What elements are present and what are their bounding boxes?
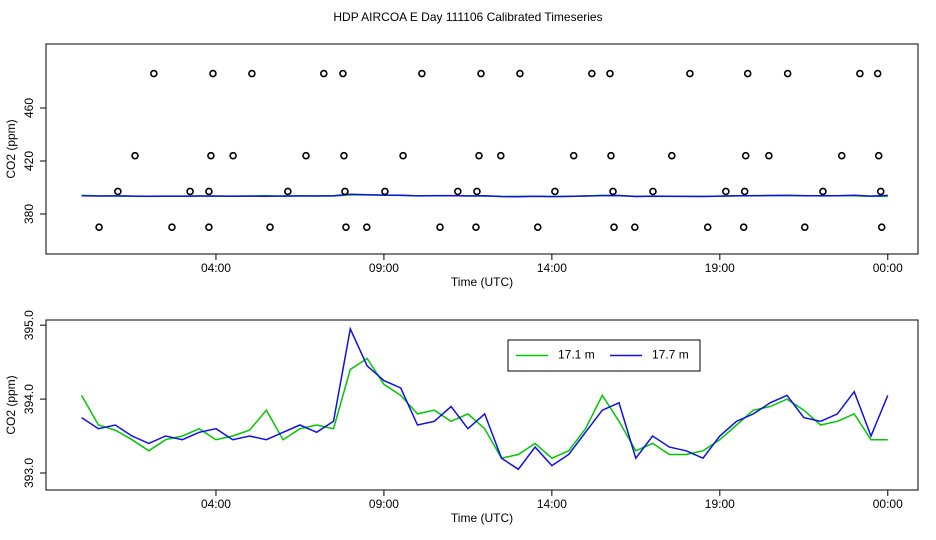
scatter-point — [649, 187, 657, 196]
scatter-point — [667, 151, 676, 160]
scatter-point — [722, 187, 730, 196]
y-tick-label: 380 — [22, 204, 36, 224]
scatter-point — [475, 151, 483, 160]
x-tick-label: 09:00 — [369, 497, 399, 511]
scatter-point — [205, 223, 213, 232]
scatter-point — [874, 151, 883, 160]
scatter-point — [631, 223, 639, 232]
scatter-point — [381, 187, 389, 196]
scatter-point — [340, 151, 348, 160]
scatter-point — [207, 151, 215, 160]
scatter-point — [114, 187, 122, 196]
series-line — [81, 326, 889, 471]
scatter-point — [606, 69, 614, 78]
plot-frame — [45, 43, 919, 255]
x-axis-title: Time (UTC) — [451, 511, 513, 525]
scatter-point — [765, 151, 773, 160]
scatter-point — [610, 223, 618, 232]
scatter-point — [551, 187, 559, 196]
scatter-point — [837, 151, 846, 160]
series-line — [80, 357, 888, 460]
scatter-point — [856, 69, 864, 78]
scatter-point — [569, 151, 578, 160]
x-axis-title: Time (UTC) — [451, 275, 513, 289]
scatter-point — [743, 69, 752, 78]
x-tick-label: 00:00 — [873, 261, 903, 275]
scatter-point — [801, 223, 809, 232]
figure-title: HDP AIRCOA E Day 111106 Calibrated Times… — [333, 10, 602, 24]
y-tick-label: 393.0 — [22, 458, 36, 488]
x-tick-label: 04:00 — [201, 497, 231, 511]
scatter-point — [399, 151, 407, 160]
scatter-point — [609, 187, 617, 196]
scatter-point — [362, 223, 371, 232]
legend-label: 17.7 m — [652, 348, 689, 362]
scatter-point — [205, 187, 213, 196]
x-tick-label: 09:00 — [369, 261, 399, 275]
scatter-point — [472, 223, 480, 232]
scatter-point — [436, 223, 444, 232]
scatter-point — [473, 187, 481, 196]
legend-label: 17.1 m — [558, 348, 595, 362]
scatter-point — [418, 69, 426, 78]
scatter-point — [209, 69, 217, 78]
scatter-point — [229, 151, 237, 160]
x-tick-label: 19:00 — [705, 497, 735, 511]
x-tick-label: 00:00 — [873, 497, 903, 511]
scatter-point — [248, 69, 256, 78]
x-tick-label: 14:00 — [537, 261, 567, 275]
scatter-point — [533, 223, 542, 232]
scatter-point — [339, 69, 347, 78]
legend-box — [507, 339, 701, 372]
scatter-point — [150, 69, 158, 78]
scatter-point — [877, 223, 886, 232]
scatter-point — [319, 69, 328, 78]
y-tick-label: 395.0 — [22, 310, 36, 340]
scatter-point — [741, 151, 750, 160]
scatter-point — [95, 223, 103, 232]
scatter-point — [703, 223, 712, 232]
scatter-point — [497, 151, 505, 160]
scatter-point — [588, 69, 596, 78]
x-tick-label: 14:00 — [537, 497, 567, 511]
scatter-point — [186, 187, 194, 196]
scatter-point — [819, 187, 827, 196]
scatter-point — [740, 187, 749, 196]
scatter-point — [739, 223, 748, 232]
scatter-point — [168, 223, 176, 232]
scatter-point — [454, 187, 462, 196]
scatter-point — [516, 69, 524, 78]
scatter-point — [873, 69, 882, 78]
scatter-point — [686, 69, 694, 78]
scatter-point — [342, 223, 350, 232]
scatter-point — [341, 187, 349, 196]
y-tick-label: 420 — [22, 151, 36, 171]
scatter-point — [131, 151, 139, 160]
scatter-point — [302, 151, 310, 160]
y-tick-label: 394.0 — [22, 384, 36, 414]
scatter-point — [607, 151, 615, 160]
scatter-point — [284, 187, 292, 196]
y-tick-label: 460 — [22, 98, 36, 118]
scatter-point — [876, 187, 885, 196]
y-axis-title: CO2 (ppm) — [4, 375, 18, 434]
scatter-point — [477, 69, 485, 78]
x-tick-label: 19:00 — [705, 261, 735, 275]
series-line — [81, 193, 888, 198]
x-tick-label: 04:00 — [201, 261, 231, 275]
scatter-point — [266, 223, 274, 232]
y-axis-title: CO2 (ppm) — [4, 119, 18, 178]
plot-frame — [45, 319, 919, 491]
scatter-point — [783, 69, 792, 78]
